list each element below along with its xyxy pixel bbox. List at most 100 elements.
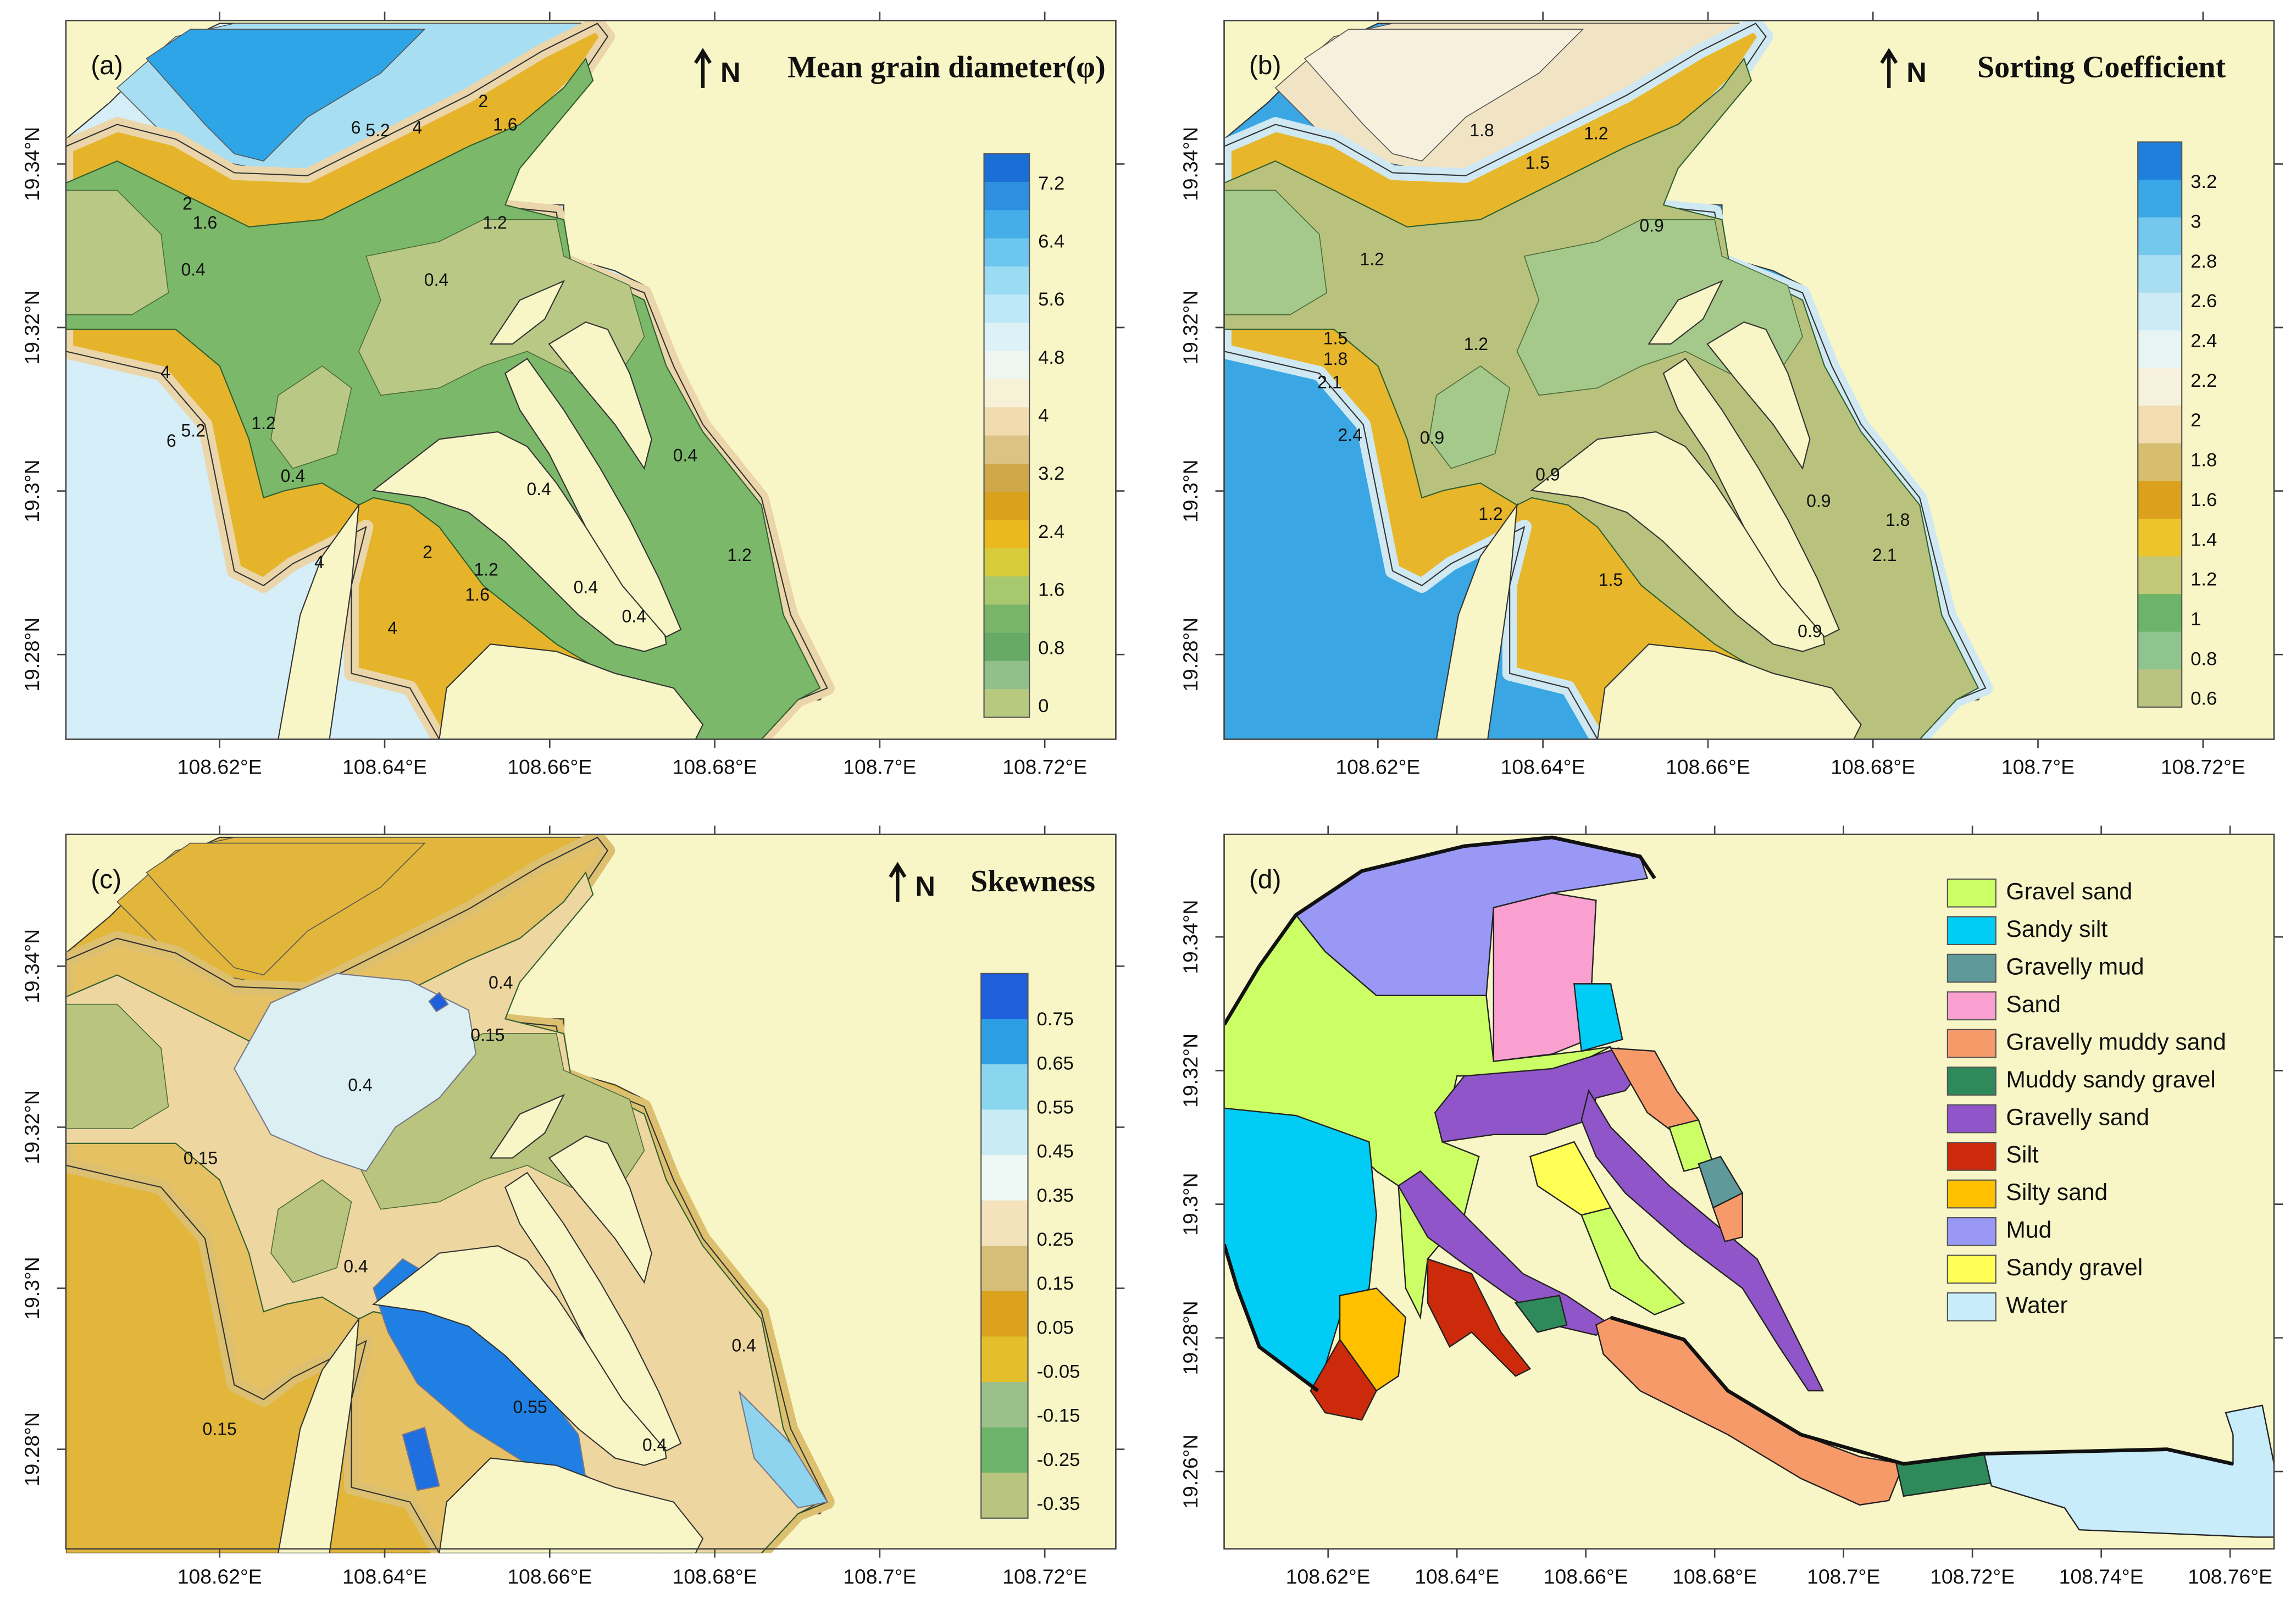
colorbar-band xyxy=(984,463,1030,492)
x-tick-label: 108.62°E xyxy=(1335,756,1420,779)
colorbar-label: 3 xyxy=(2190,212,2201,232)
contour-zone xyxy=(146,842,426,976)
legend-label: Sand xyxy=(2006,991,2061,1018)
contour-label: 0.4 xyxy=(574,577,598,597)
colorbar-label: 0.75 xyxy=(1036,1009,1073,1030)
x-tick-label: 108.68°E xyxy=(1831,756,1915,779)
colorbar-label: 0.45 xyxy=(1036,1141,1073,1162)
legend-swatch xyxy=(1946,991,1996,1020)
contour-label: 0.4 xyxy=(424,270,448,290)
contour-label: 0.4 xyxy=(526,479,551,499)
land xyxy=(504,358,682,638)
colorbar-band xyxy=(981,973,1028,1020)
land xyxy=(371,1245,667,1467)
colorbar-label: 2.2 xyxy=(2190,370,2217,391)
contour-label: 0.15 xyxy=(184,1148,218,1168)
colorbar-band xyxy=(984,632,1030,662)
colorbar-band xyxy=(984,492,1030,521)
contour-label: 2 xyxy=(423,542,432,562)
contour-label: 1.5 xyxy=(1599,570,1623,590)
y-tick-label: 19.32°N xyxy=(1179,290,1202,364)
colorbar-label: -0.35 xyxy=(1036,1493,1080,1514)
coastline xyxy=(1224,835,1656,1026)
contour-zone xyxy=(270,1179,352,1283)
panel-label: (b) xyxy=(1249,51,1282,80)
plot-frame xyxy=(65,19,1117,740)
y-tick-label: 19.28°N xyxy=(1179,618,1202,692)
colorbar-band xyxy=(981,1064,1028,1110)
legend-swatch xyxy=(1946,1254,1996,1284)
contour-label: 1.2 xyxy=(1464,334,1488,354)
colorbar-band xyxy=(984,576,1030,606)
colorbar-band xyxy=(981,1019,1028,1065)
colorbar-band xyxy=(2138,368,2182,407)
colorbar-label: 2 xyxy=(2190,410,2201,431)
x-tick-label: 108.74°E xyxy=(2059,1565,2144,1588)
contour-label: 1.8 xyxy=(1323,349,1347,369)
colorbar-label: -0.25 xyxy=(1036,1450,1080,1470)
colorbar-band xyxy=(984,182,1030,211)
x-tick-label: 108.72°E xyxy=(2161,756,2245,779)
colorbar-label: 2.4 xyxy=(2190,331,2217,352)
colorbar-label: 0.8 xyxy=(1038,637,1064,658)
colorbar-band xyxy=(981,1336,1028,1382)
colorbar-band xyxy=(2138,594,2182,632)
colorbar-band xyxy=(2138,556,2182,595)
land xyxy=(504,1171,682,1452)
contour-label: 0.4 xyxy=(181,259,205,279)
colorbar-band xyxy=(984,407,1030,436)
contour-zone xyxy=(428,991,449,1013)
north-arrow xyxy=(694,48,712,88)
panel-title: Mean grain diameter(φ) xyxy=(787,51,1106,85)
legend-swatch xyxy=(1946,1104,1996,1134)
colorbar-label: 4 xyxy=(1038,406,1049,426)
y-tick-label: 19.32°N xyxy=(20,290,43,364)
x-tick-label: 108.62°E xyxy=(1286,1565,1371,1588)
colorbar-label: 1 xyxy=(2190,609,2201,630)
panel-title: Skewness xyxy=(970,864,1095,898)
legend-label: Water xyxy=(2006,1292,2067,1319)
sediment-area xyxy=(1514,1295,1568,1333)
land xyxy=(489,1093,565,1159)
x-tick-label: 108.64°E xyxy=(1501,756,1585,779)
plot-frame xyxy=(1223,834,2275,1550)
colorbar-band xyxy=(2138,406,2182,444)
colorbar-label: 4.8 xyxy=(1038,347,1064,368)
x-tick-label: 108.7°E xyxy=(843,756,916,779)
legend-swatch xyxy=(1946,1142,1996,1171)
colorbar-band xyxy=(2138,142,2182,180)
colorbar-label: 6.4 xyxy=(1038,231,1064,252)
contour-label: 0.55 xyxy=(513,1397,547,1417)
colorbar-label: 0.6 xyxy=(2190,688,2217,709)
legend-label: Gravelly mud xyxy=(2006,953,2144,980)
x-tick-label: 108.68°E xyxy=(673,756,757,779)
panel-title: Sorting Coefficient xyxy=(1977,51,2226,85)
sediment-area xyxy=(1573,983,1623,1052)
x-tick-label: 108.66°E xyxy=(1666,756,1750,779)
contour-line xyxy=(1224,23,1987,740)
colorbar-label: 0.15 xyxy=(1036,1273,1073,1294)
contour-label: 0.4 xyxy=(731,1336,756,1356)
contour-map xyxy=(1224,20,1993,740)
contour-label: 1.6 xyxy=(493,115,517,135)
sediment-area xyxy=(1580,1207,1685,1315)
colorbar-band xyxy=(981,1473,1028,1519)
colorbar-label: -0.05 xyxy=(1036,1361,1080,1382)
y-tick-label: 19.34°N xyxy=(20,127,43,201)
colorbar-band xyxy=(984,210,1030,239)
y-tick-label: 19.3°N xyxy=(20,1257,43,1319)
colorbar-label: 0.55 xyxy=(1036,1097,1073,1118)
y-tick-label: 19.34°N xyxy=(1179,900,1202,974)
colorbar-label: 3.2 xyxy=(1038,463,1064,484)
contour-line xyxy=(65,836,828,1553)
contour-zone xyxy=(234,973,477,1172)
y-tick-label: 19.3°N xyxy=(20,459,43,522)
land xyxy=(278,503,360,740)
contour-label: 0.4 xyxy=(343,1257,368,1276)
land xyxy=(1648,280,1723,345)
colorbar-band xyxy=(984,153,1030,182)
x-tick-label: 108.7°E xyxy=(843,1565,916,1588)
contour-label: 6 xyxy=(167,431,176,451)
y-tick-label: 19.3°N xyxy=(1179,459,1202,522)
coastline xyxy=(1610,1315,2234,1466)
